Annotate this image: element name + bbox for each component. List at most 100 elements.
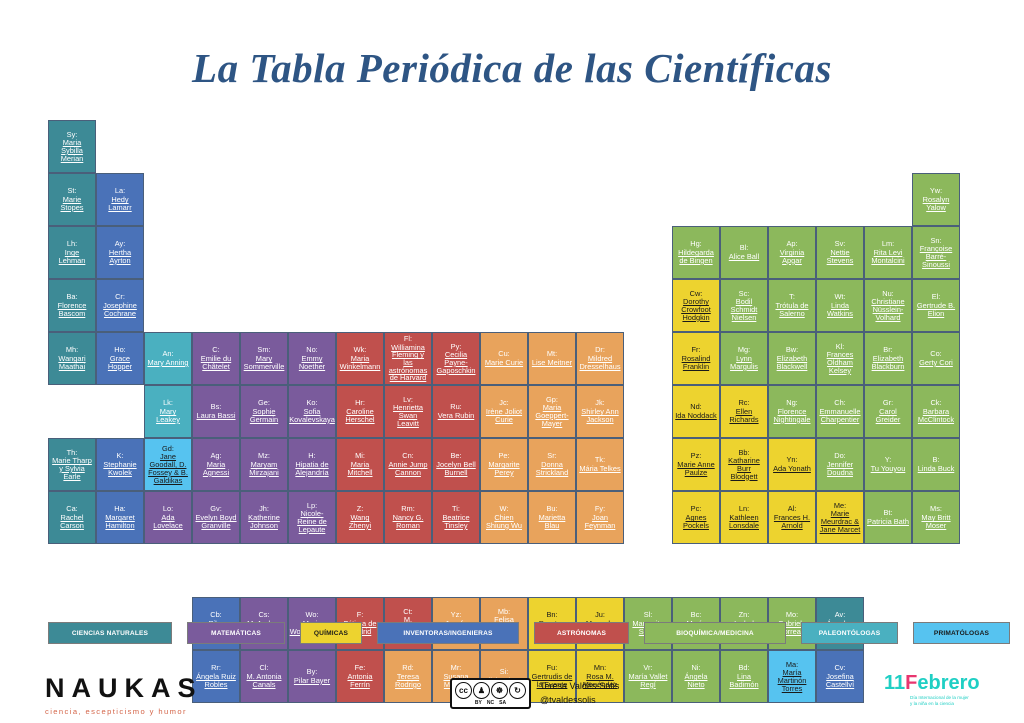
element-cell[interactable]: An: Mary Anning xyxy=(144,332,192,385)
element-cell[interactable]: Z: Wang Zhenyi xyxy=(336,491,384,544)
element-cell[interactable]: Th: Marie Tharp y Sylvia Earle xyxy=(48,438,96,491)
element-cell[interactable]: Ay: Hertha Ayrton xyxy=(96,226,144,279)
element-cell[interactable]: Rm: Nancy G. Roman xyxy=(384,491,432,544)
element-cell[interactable]: Bs: Laura Bassi xyxy=(192,385,240,438)
element-cell[interactable]: Lv: Henrietta Swan Leavitt xyxy=(384,385,432,438)
element-cell[interactable]: Mt: Lise Meitner xyxy=(528,332,576,385)
element-cell[interactable]: Mh: Wangari Maathai xyxy=(48,332,96,385)
element-cell[interactable]: Yn: Ada Yonath xyxy=(768,438,816,491)
element-cell[interactable]: Vr: María Vallet Regí xyxy=(624,650,672,703)
element-cell[interactable]: Fr: Rosalind Franklin xyxy=(672,332,720,385)
element-cell[interactable]: H: Hipatia de Alejandría xyxy=(288,438,336,491)
element-cell[interactable]: Ha: Margaret Hamilton xyxy=(96,491,144,544)
legend-item[interactable]: Ciencias Naturales xyxy=(48,622,172,644)
element-cell[interactable]: Pz: Marie Anne Paulze xyxy=(672,438,720,491)
element-cell[interactable]: Pe: Margarite Perey xyxy=(480,438,528,491)
element-cell[interactable]: Py: Cecilia Payne-Gaposchkin xyxy=(432,332,480,385)
element-cell[interactable]: Ni: Ángela Nieto xyxy=(672,650,720,703)
element-cell[interactable]: Cr: Josephine Cochrane xyxy=(96,279,144,332)
element-cell[interactable]: Wk: Maria Winkelmann xyxy=(336,332,384,385)
element-cell[interactable]: Jh: Katherine Johnson xyxy=(240,491,288,544)
element-cell[interactable]: Mi: Maria Mitchell xyxy=(336,438,384,491)
element-cell[interactable]: Gv: Evelyn Boyd Granville xyxy=(192,491,240,544)
element-cell[interactable]: Bw: Elizabeth Blackwell xyxy=(768,332,816,385)
element-cell[interactable]: Mg: Lynn Margulis xyxy=(720,332,768,385)
element-cell[interactable]: Al: Frances H. Arnold xyxy=(768,491,816,544)
legend-item[interactable]: Primatólogas xyxy=(913,622,1010,644)
element-cell[interactable]: Yw: Rosalyn Yalow xyxy=(912,173,960,226)
element-cell[interactable]: Sr: Donna Strickland xyxy=(528,438,576,491)
element-cell[interactable]: C: Emilie du Châtelet xyxy=(192,332,240,385)
element-cell[interactable]: Bu: Marietta Blau xyxy=(528,491,576,544)
element-cell[interactable]: Fu: Gertrudis de la Fuente xyxy=(528,650,576,703)
element-cell[interactable]: Rr: Ángela Ruiz Robles xyxy=(192,650,240,703)
element-cell[interactable]: Sv: Nettie Stevens xyxy=(816,226,864,279)
element-cell[interactable]: Ag: Maria Agnessi xyxy=(192,438,240,491)
element-cell[interactable]: Gr: Carol Greider xyxy=(864,385,912,438)
element-cell[interactable]: Ma: María Martinón Torres xyxy=(768,650,816,703)
element-cell[interactable]: Me: Marie Meurdrac & Jane Marcet xyxy=(816,491,864,544)
element-cell[interactable]: B: Linda Buck xyxy=(912,438,960,491)
element-cell[interactable]: Sc: Bodil Schmidt Nielsen xyxy=(720,279,768,332)
element-cell[interactable]: Tk: Mária Telkes xyxy=(576,438,624,491)
element-cell[interactable]: Lp: Nicole-Reine de Lepaute xyxy=(288,491,336,544)
element-cell[interactable]: Ba: Florence Bascom xyxy=(48,279,96,332)
element-cell[interactable]: Ko: Sofia Kovalevskaya xyxy=(288,385,336,438)
element-cell[interactable]: Ng: Florence Nightingale xyxy=(768,385,816,438)
legend-item[interactable]: Matemáticas xyxy=(187,622,285,644)
element-cell[interactable]: Cl: M. Antonia Canals xyxy=(240,650,288,703)
element-cell[interactable]: Mz: Maryam Mirzajani xyxy=(240,438,288,491)
element-cell[interactable]: Hr: Caroline Herschel xyxy=(336,385,384,438)
element-cell[interactable]: Bt: Patricia Bath xyxy=(864,491,912,544)
element-cell[interactable]: W: Chien Shiung Wu xyxy=(480,491,528,544)
element-cell[interactable]: Ca: Rachel Carson xyxy=(48,491,96,544)
element-cell[interactable]: Do: Jennifer Doudna xyxy=(816,438,864,491)
legend-item[interactable]: Astrónomas xyxy=(534,622,629,644)
element-cell[interactable]: Ln: Kathleen Lonsdale xyxy=(720,491,768,544)
element-cell[interactable]: Ho: Grace Hopper xyxy=(96,332,144,385)
element-cell[interactable]: Ti: Beatrice Tinsley xyxy=(432,491,480,544)
legend-item[interactable]: Bioquímica/Medicina xyxy=(644,622,786,644)
element-cell[interactable]: St: Marie Stopes xyxy=(48,173,96,226)
element-cell[interactable]: Br: Elizabeth Blackburn xyxy=(864,332,912,385)
element-cell[interactable]: Sy: Maria Sybilla Merian xyxy=(48,120,96,173)
element-cell[interactable]: Fy: Joan Feynman xyxy=(576,491,624,544)
element-cell[interactable]: Dr: Mildred Dresselhaus xyxy=(576,332,624,385)
element-cell[interactable]: Jc: Irène Joliot Curie xyxy=(480,385,528,438)
element-cell[interactable]: K: Stephanie Kwolek xyxy=(96,438,144,491)
element-cell[interactable]: Rc: Ellen Richards xyxy=(720,385,768,438)
element-cell[interactable]: Bb: Katharine Burr Blodgett xyxy=(720,438,768,491)
element-cell[interactable]: Cu: Marie Curie xyxy=(480,332,528,385)
element-cell[interactable]: Fe: Antonia Ferrín xyxy=(336,650,384,703)
element-cell[interactable]: By: Pilar Bayer xyxy=(288,650,336,703)
element-cell[interactable]: Gp: Maria Goeppert-Mayer xyxy=(528,385,576,438)
element-cell[interactable]: T: Trótula de Salerno xyxy=(768,279,816,332)
legend-item[interactable]: Paleontólogas xyxy=(801,622,898,644)
element-cell[interactable]: La: Hedy Lamarr xyxy=(96,173,144,226)
element-cell[interactable]: Gd: Jane Goodall, D. Fossey & B. Galdikas xyxy=(144,438,192,491)
element-cell[interactable]: Nu: Christiane Nüsslein-Volhard xyxy=(864,279,912,332)
element-cell[interactable]: Ap: Virginia Apgar xyxy=(768,226,816,279)
element-cell[interactable]: El: Gertrude B. Elion xyxy=(912,279,960,332)
element-cell[interactable]: Kl: Frances Oldham Kelsey xyxy=(816,332,864,385)
legend-item[interactable]: Inventoras/Ingenieras xyxy=(377,622,519,644)
element-cell[interactable]: Sn: Françoise Barré-Sinoussi xyxy=(912,226,960,279)
element-cell[interactable]: Cv: Josefina Castellví xyxy=(816,650,864,703)
element-cell[interactable]: Fl: Williamina Fleming y las astrónomas d… xyxy=(384,332,432,385)
element-cell[interactable]: Ru: Vera Rubin xyxy=(432,385,480,438)
element-cell[interactable]: Ge: Sophie Germain xyxy=(240,385,288,438)
element-cell[interactable]: Lk: Mary Leakey xyxy=(144,385,192,438)
element-cell[interactable]: Co: Gerty Cori xyxy=(912,332,960,385)
element-cell[interactable]: Mn: Rosa M. Menéndez xyxy=(576,650,624,703)
element-cell[interactable]: Pc: Agnes Pockels xyxy=(672,491,720,544)
element-cell[interactable]: Lh: Inge Lehman xyxy=(48,226,96,279)
element-cell[interactable]: Jk: Shirley Ann Jackson xyxy=(576,385,624,438)
element-cell[interactable]: Be: Jocelyn Bell Burnell xyxy=(432,438,480,491)
element-cell[interactable]: Sm: Mary Sommerville xyxy=(240,332,288,385)
element-cell[interactable]: Rd: Teresa Rodrigo xyxy=(384,650,432,703)
element-cell[interactable]: Lo: Ada Lovelace xyxy=(144,491,192,544)
element-cell[interactable]: Cw: Dorothy Crowfoot Hodgkin xyxy=(672,279,720,332)
element-cell[interactable]: Cn: Annie Jump Cannon xyxy=(384,438,432,491)
element-cell[interactable]: Ck: Barbara McClintock xyxy=(912,385,960,438)
element-cell[interactable]: Nd: Ida Noddack xyxy=(672,385,720,438)
